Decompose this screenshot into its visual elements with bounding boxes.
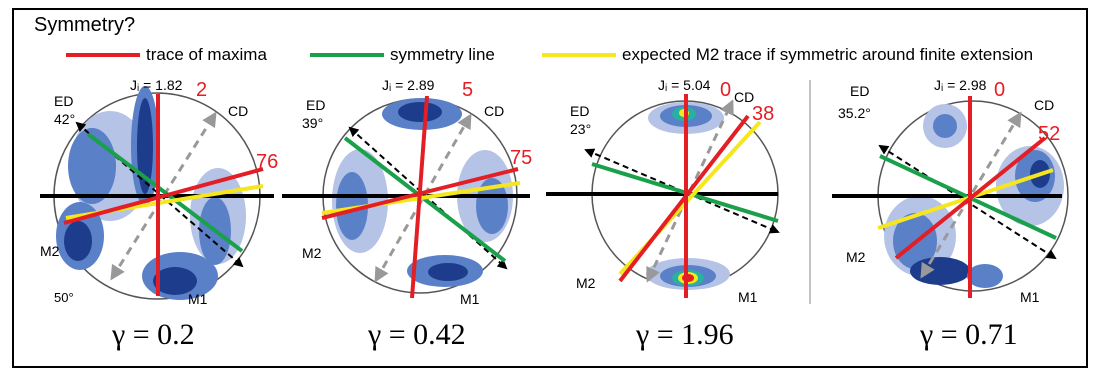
figure-title: Symmetry? xyxy=(34,14,136,36)
panel-2-ji: Jᵢ = 2.89 xyxy=(382,77,435,93)
legend-expected-label: expected M2 trace if symmetric around fi… xyxy=(622,45,1034,64)
panel-4-gamma: γ = 0.71 xyxy=(920,318,1018,351)
legend-symmetry-swatch xyxy=(310,53,384,57)
legend-symmetry: symmetry line xyxy=(310,45,495,65)
panel-1-ed-line xyxy=(75,121,244,268)
panel-4: Jᵢ = 2.98 0 52 ED 35.2° CD M2 M1 xyxy=(832,77,1069,305)
panel-1-ji: Jᵢ = 1.82 xyxy=(130,77,183,93)
panel-3-gamma: γ = 1.96 xyxy=(636,318,734,351)
panel-2-angle-right: 75 xyxy=(510,147,532,169)
legend-expected-swatch xyxy=(542,53,616,57)
panel-2-ed: ED xyxy=(306,97,325,113)
panel-1: Jᵢ = 1.82 2 76 ED 42° CD M2 M1 50° xyxy=(40,77,278,307)
panel-4-ed: ED xyxy=(850,83,869,99)
legend-maxima: trace of maxima xyxy=(66,45,267,65)
panel-3-m1: M1 xyxy=(738,289,758,305)
panel-1-m1: M1 xyxy=(188,291,208,307)
panel-2-ed-angle: 39° xyxy=(302,115,323,131)
panel-2-m2: M2 xyxy=(302,245,322,261)
legend-symmetry-label: symmetry line xyxy=(390,45,495,64)
panel-1-gamma: γ = 0.2 xyxy=(112,318,195,351)
panel-4-cd: CD xyxy=(1034,97,1054,113)
panel-3-ed: ED xyxy=(570,103,589,119)
panel-4-ji: Jᵢ = 2.98 xyxy=(934,77,987,93)
legend-maxima-swatch xyxy=(66,53,140,57)
panel-2: Jᵢ = 2.89 5 75 ED 39° CD M2 M1 xyxy=(282,77,532,307)
panel-2-angle-top: 5 xyxy=(462,79,473,101)
panel-3-angle-right: 38 xyxy=(752,103,774,125)
legend-expected: expected M2 trace if symmetric around fi… xyxy=(542,45,1033,65)
panel-1-extra-angle: 50° xyxy=(54,290,74,305)
panel-1-ed: ED xyxy=(54,93,73,109)
panel-4-angle-top: 0 xyxy=(994,79,1005,101)
panel-2-cd: CD xyxy=(484,103,504,119)
panel-1-symmetry-line xyxy=(86,132,244,253)
panel-1-maxima-secondary xyxy=(63,167,264,225)
panel-3-ed-angle: 23° xyxy=(570,121,591,137)
panel-2-gamma: γ = 0.42 xyxy=(368,318,466,351)
panel-1-m2: M2 xyxy=(40,243,60,259)
panel-4-expected-line xyxy=(877,168,1054,230)
panel-4-m1: M1 xyxy=(1020,289,1040,305)
panel-3: Jᵢ = 5.04 0 38 ED 23° CD M2 M1 xyxy=(546,77,780,305)
pole-figures: Jᵢ = 1.82 2 76 ED 42° CD M2 M1 50° Jᵢ = … xyxy=(40,77,1069,307)
panel-2-symmetry-line xyxy=(343,136,507,263)
panel-4-ed-angle: 35.2° xyxy=(838,105,871,121)
panel-2-maxima-line xyxy=(410,95,429,299)
panel-1-angle-right: 76 xyxy=(256,151,278,173)
panel-1-ed-angle: 42° xyxy=(54,111,75,127)
panel-1-angle-top: 2 xyxy=(196,79,207,101)
panel-3-cd: CD xyxy=(734,89,754,105)
panel-4-m2: M2 xyxy=(846,249,866,265)
panel-3-m2: M2 xyxy=(576,275,596,291)
panel-1-cd: CD xyxy=(228,103,248,119)
panel-3-angle-top: 0 xyxy=(720,79,731,101)
legend-maxima-label: trace of maxima xyxy=(146,45,267,64)
panel-3-ji: Jᵢ = 5.04 xyxy=(658,77,711,93)
panel-2-m1: M1 xyxy=(460,291,480,307)
panel-4-angle-right: 52 xyxy=(1038,123,1060,145)
